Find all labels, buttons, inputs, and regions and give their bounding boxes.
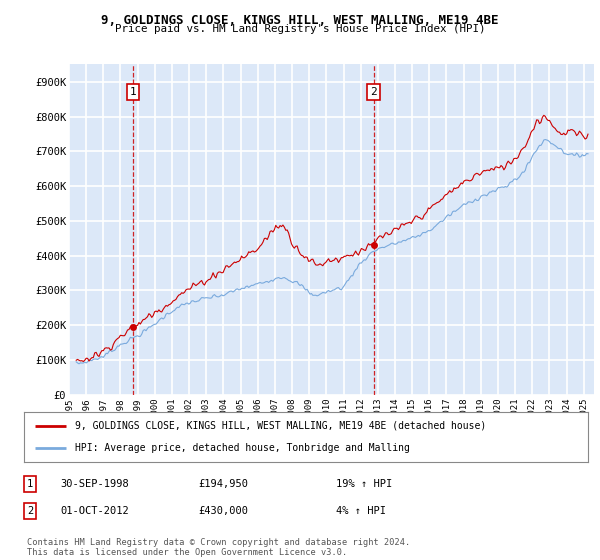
Text: 01-OCT-2012: 01-OCT-2012 (60, 506, 129, 516)
Text: HPI: Average price, detached house, Tonbridge and Malling: HPI: Average price, detached house, Tonb… (75, 443, 410, 453)
Text: £194,950: £194,950 (198, 479, 248, 489)
Text: £430,000: £430,000 (198, 506, 248, 516)
Text: 1: 1 (27, 479, 33, 489)
Text: 4% ↑ HPI: 4% ↑ HPI (336, 506, 386, 516)
Text: 9, GOLDINGS CLOSE, KINGS HILL, WEST MALLING, ME19 4BE: 9, GOLDINGS CLOSE, KINGS HILL, WEST MALL… (101, 14, 499, 27)
Text: 2: 2 (370, 87, 377, 97)
Text: 1: 1 (130, 87, 137, 97)
Text: 9, GOLDINGS CLOSE, KINGS HILL, WEST MALLING, ME19 4BE (detached house): 9, GOLDINGS CLOSE, KINGS HILL, WEST MALL… (75, 421, 486, 431)
Text: 2: 2 (27, 506, 33, 516)
Text: 30-SEP-1998: 30-SEP-1998 (60, 479, 129, 489)
Text: Contains HM Land Registry data © Crown copyright and database right 2024.
This d: Contains HM Land Registry data © Crown c… (27, 538, 410, 557)
Text: Price paid vs. HM Land Registry's House Price Index (HPI): Price paid vs. HM Land Registry's House … (115, 24, 485, 34)
Text: 19% ↑ HPI: 19% ↑ HPI (336, 479, 392, 489)
